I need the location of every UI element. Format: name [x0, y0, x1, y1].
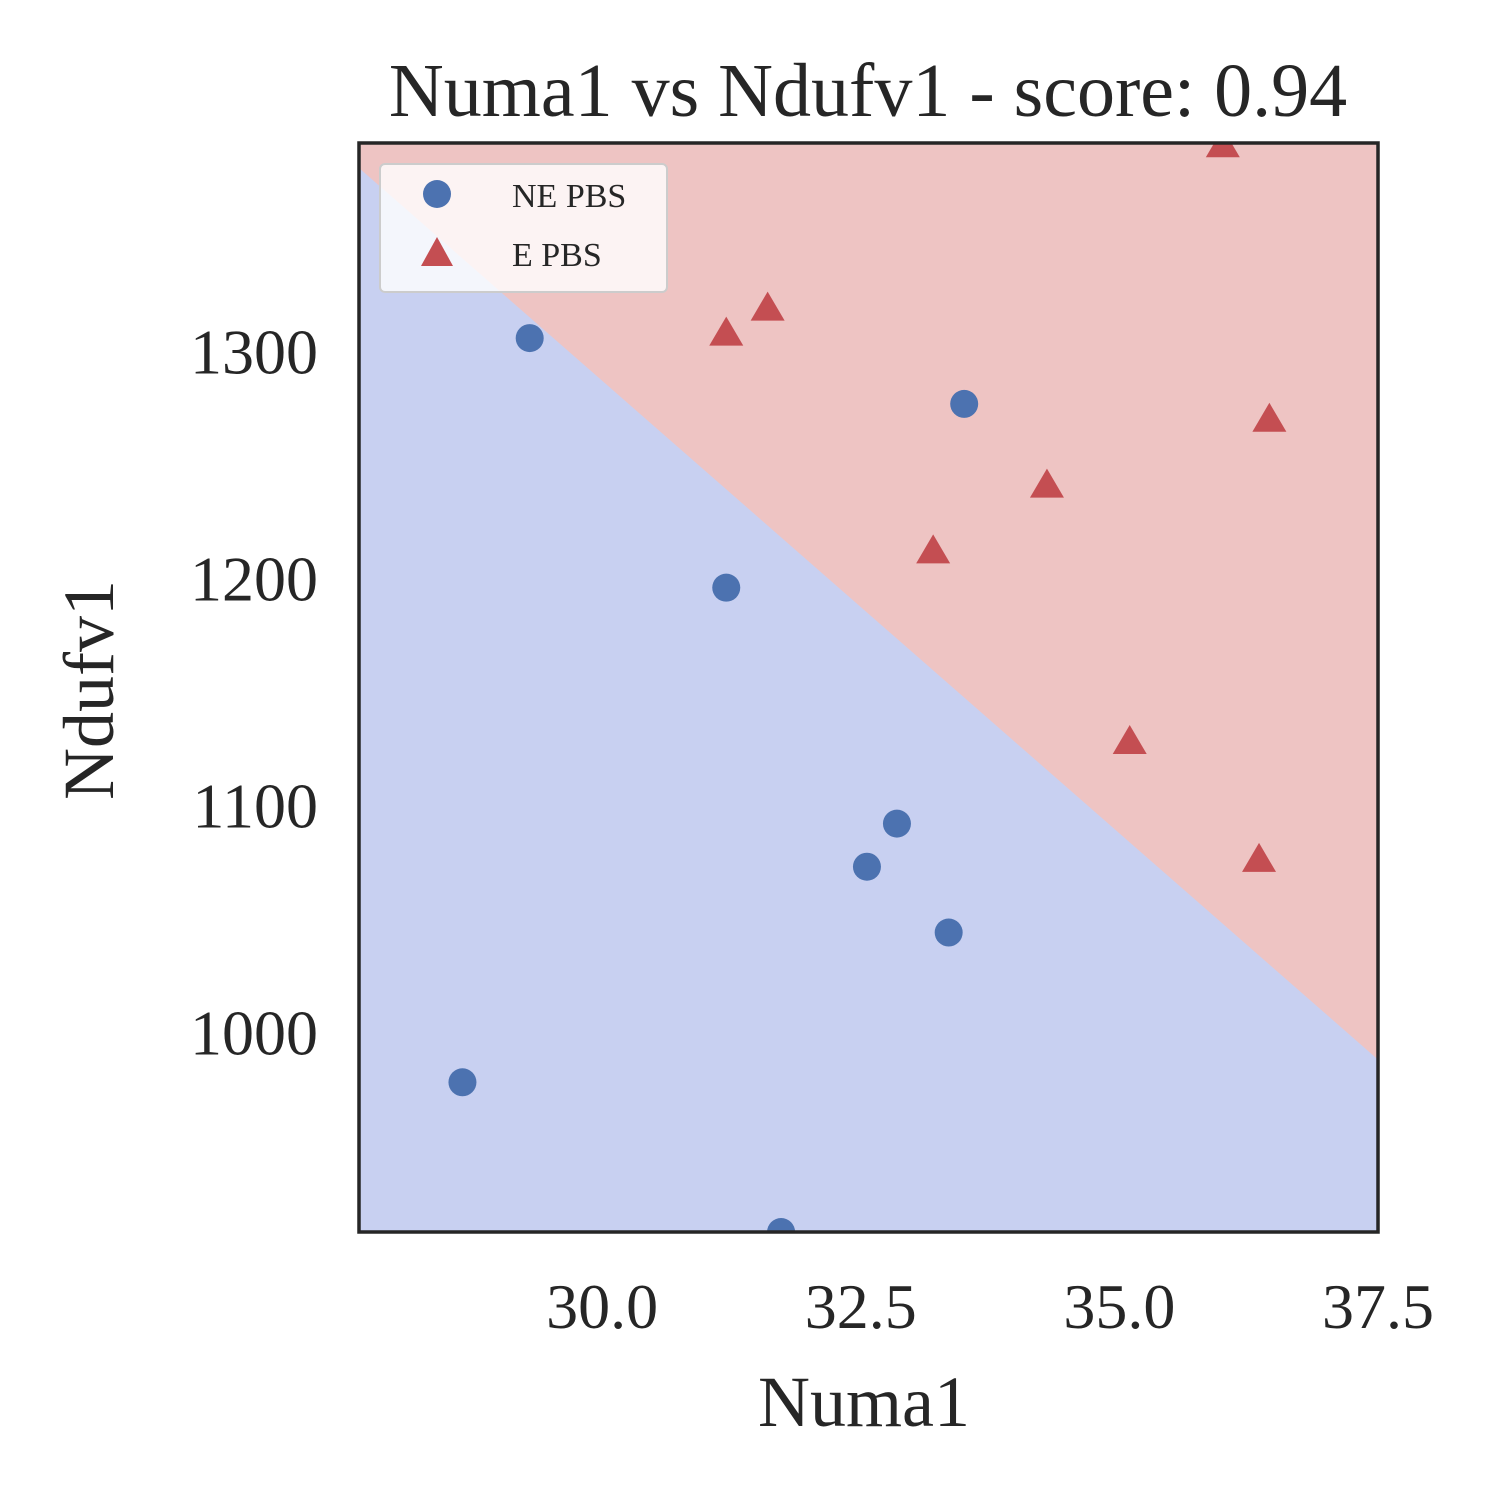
point-e-pbs-7: [1242, 842, 1277, 872]
y-tick-label-1200: 1200: [190, 544, 318, 615]
point-ne-pbs-7: [934, 918, 963, 947]
chart-title: Numa1 vs Ndufv1 - score: 0.94: [389, 49, 1347, 133]
point-ne-pbs-3: [712, 573, 741, 602]
y-axis-label: Ndufv1: [49, 580, 129, 800]
point-ne-pbs-4: [767, 1218, 796, 1232]
x-tick-label-32-5: 32.5: [805, 1271, 917, 1342]
data-points: [448, 143, 1287, 1232]
legend-label-e-pbs: E PBS: [512, 237, 602, 274]
plot-frame: [357, 141, 1380, 1234]
point-ne-pbs-8: [950, 389, 979, 418]
x-tick-label-30-0: 30.0: [546, 1271, 658, 1342]
legend-marker-e-pbs: [421, 237, 453, 266]
region-e-pbs: [359, 143, 1378, 1060]
point-e-pbs-8: [1252, 402, 1287, 432]
legend-marker-ne-pbs: [423, 180, 451, 208]
plot-area: [359, 143, 1378, 1232]
point-e-pbs-5: [1112, 724, 1147, 754]
legend-label-ne-pbs: NE PBS: [512, 178, 626, 215]
legend: NE PBS E PBS: [379, 163, 668, 293]
x-tick-label-37-5: 37.5: [1322, 1271, 1434, 1342]
point-ne-pbs-1: [448, 1068, 477, 1097]
point-e-pbs-3: [916, 534, 951, 564]
y-tick-label-1000: 1000: [190, 997, 318, 1068]
y-axis-ticks: 1000 1100 1200 1300: [190, 317, 318, 1069]
point-ne-pbs-5: [852, 852, 881, 881]
x-axis-label: Numa1: [758, 1362, 970, 1442]
point-ne-pbs-6: [882, 809, 911, 838]
point-e-pbs-6: [1205, 143, 1240, 158]
x-tick-label-35-0: 35.0: [1063, 1271, 1175, 1342]
point-e-pbs-4: [1029, 468, 1064, 498]
point-e-pbs-2: [750, 291, 785, 321]
point-ne-pbs-2: [515, 324, 544, 353]
point-e-pbs-1: [709, 316, 744, 346]
x-axis-ticks: 30.0 32.5 35.0 37.5: [546, 1271, 1434, 1342]
y-tick-label-1300: 1300: [190, 317, 318, 388]
legend-box: [379, 163, 668, 293]
y-tick-label-1100: 1100: [192, 770, 318, 841]
